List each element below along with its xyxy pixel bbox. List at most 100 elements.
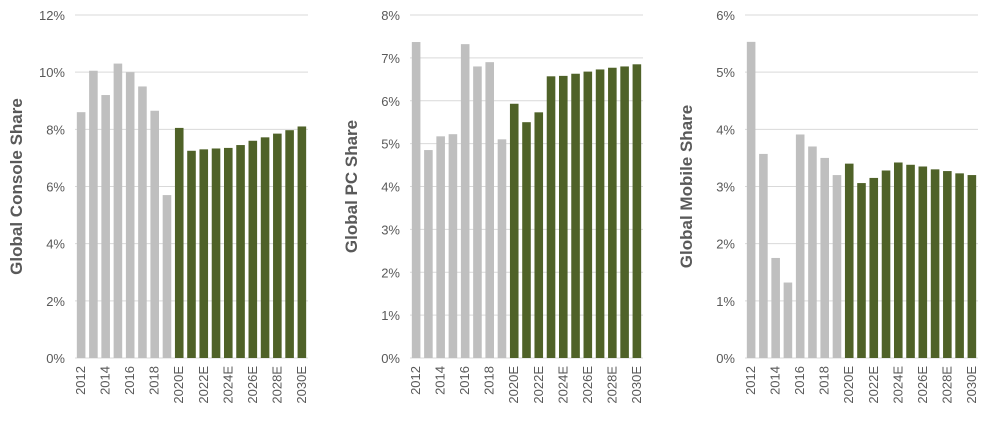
pc-bar-2021e: [522, 122, 531, 358]
console-y-axis-title: Global Console Share: [7, 98, 26, 275]
console-x-tick-label: 2028E: [269, 366, 284, 404]
console-y-tick-label: 0%: [46, 351, 65, 366]
pc-bar-2018: [485, 62, 495, 358]
console-bar-2024e: [223, 147, 233, 358]
pc-x-tick-label: 2030E: [629, 366, 644, 404]
console-x-tick-label: 2020E: [171, 366, 186, 404]
mobile-bar-2026e: [918, 166, 928, 358]
pc-y-axis-title: Global PC Share: [342, 120, 361, 253]
mobile-x-tick-label: 2018: [817, 366, 832, 395]
console-bar-2018: [150, 110, 160, 358]
console-x-tick-label: 2018: [147, 366, 162, 395]
mobile-bar-2021e: [857, 183, 866, 358]
pc-x-tick-label: 2018: [482, 366, 497, 395]
pc-y-tick-label: 0%: [381, 351, 400, 366]
console-x-tick-label: 2016: [122, 366, 137, 395]
console-bar-2019: [162, 195, 172, 358]
mobile-bar-2015: [783, 282, 793, 358]
mobile-bar-2014: [771, 257, 780, 358]
console-y-tick-label: 8%: [46, 122, 65, 137]
console-x-tick-label: 2014: [98, 366, 113, 395]
pc-bar-2027e: [595, 69, 605, 359]
console-bar-2028e: [273, 133, 282, 358]
mobile-bar-2023e: [881, 170, 891, 358]
pc-y-tick-label: 3%: [381, 222, 400, 237]
pc-y-tick-label: 1%: [381, 308, 400, 323]
pc-y-tick-label: 6%: [381, 94, 400, 109]
pc-x-tick-label: 2014: [433, 366, 448, 395]
pc-share-chart: 0% 1% 2% 3% 4% 5% 6% 7% 8% Global PC Share 2012 201…: [342, 8, 644, 404]
pc-x-tick-label: 2012: [408, 366, 423, 395]
console-x-tick-label: 2022E: [196, 366, 211, 404]
pc-bar-2029e: [620, 66, 629, 358]
console-x-tick-label: 2030E: [294, 366, 309, 404]
pc-y-tick-label: 8%: [381, 8, 400, 23]
pc-bar-2025e: [571, 73, 580, 359]
mobile-x-tick-label: 2012: [743, 366, 758, 395]
console-x-tick-label: 2024E: [220, 366, 235, 404]
pc-y-tick-label: 2%: [381, 265, 400, 280]
mobile-bar-2019: [832, 175, 842, 358]
mobile-bar-2013: [759, 153, 768, 358]
mobile-bar-2016: [795, 134, 805, 358]
console-bar-2012: [76, 112, 86, 358]
mobile-y-tick-label: 4%: [716, 122, 735, 137]
pc-bar-2012: [411, 42, 421, 358]
pc-bar-2022e: [534, 112, 544, 358]
console-y-tick-label: 10%: [39, 65, 65, 80]
mobile-bar-2017: [808, 146, 817, 358]
console-y-tick-label: 6%: [46, 180, 65, 195]
mobile-x-tick-label: 2014: [768, 366, 783, 395]
pc-bar-2030e: [632, 64, 642, 359]
pc-x-tick-label: 2016: [457, 366, 472, 395]
pc-bar-2014: [436, 136, 445, 358]
mobile-y-tick-label: 0%: [716, 351, 735, 366]
console-bar-2030e: [297, 126, 307, 358]
console-bar-2025e: [236, 145, 245, 358]
console-bar-2015: [113, 63, 123, 358]
pc-bar-2019: [497, 139, 507, 358]
mobile-y-tick-label: 1%: [716, 294, 735, 309]
console-x-tick-label: 2026E: [245, 366, 260, 404]
console-y-tick-label: 4%: [46, 237, 65, 252]
pc-bar-2024e: [558, 75, 568, 358]
pc-x-tick-label: 2026E: [580, 366, 595, 404]
mobile-y-axis-title: Global Mobile Share: [677, 105, 696, 268]
mobile-x-tick-label: 2028E: [939, 366, 954, 404]
pc-y-tick-label: 7%: [381, 51, 400, 66]
console-bar-2021e: [187, 150, 196, 358]
mobile-bar-2029e: [955, 173, 964, 358]
pc-bar-2028e: [608, 67, 617, 358]
pc-y-tick-label: 4%: [381, 180, 400, 195]
pc-x-tick-label: 2020E: [506, 366, 521, 404]
console-bar-2017: [138, 86, 147, 358]
console-bar-2020e: [174, 127, 184, 358]
pc-y-tick-label: 5%: [381, 137, 400, 152]
pc-x-tick-label: 2022E: [531, 366, 546, 404]
pc-bar-2015: [448, 134, 458, 358]
mobile-bar-2024e: [893, 162, 903, 358]
console-bar-2022e: [199, 149, 209, 358]
pc-bar-2020e: [509, 103, 519, 358]
mobile-bar-2018: [820, 157, 830, 358]
mobile-x-tick-label: 2026E: [915, 366, 930, 404]
console-bar-2027e: [260, 137, 270, 358]
mobile-bar-2030e: [967, 175, 977, 358]
pc-bar-2016: [460, 44, 470, 358]
pc-x-tick-label: 2024E: [555, 366, 570, 404]
mobile-bar-2022e: [869, 177, 879, 358]
console-bar-2023e: [211, 148, 221, 358]
mobile-y-tick-label: 2%: [716, 237, 735, 252]
console-bar-2016: [125, 72, 135, 359]
mobile-bar-2027e: [930, 169, 940, 358]
mobile-x-tick-label: 2016: [792, 366, 807, 395]
mobile-y-tick-label: 3%: [716, 180, 735, 195]
console-bar-2013: [89, 70, 98, 359]
mobile-bar-2020e: [844, 163, 854, 358]
console-bar-2014: [101, 95, 110, 359]
mobile-y-tick-label: 6%: [716, 8, 735, 23]
mobile-x-tick-label: 2020E: [841, 366, 856, 404]
mobile-bar-2012: [746, 41, 756, 358]
pc-bar-2026e: [583, 71, 593, 358]
